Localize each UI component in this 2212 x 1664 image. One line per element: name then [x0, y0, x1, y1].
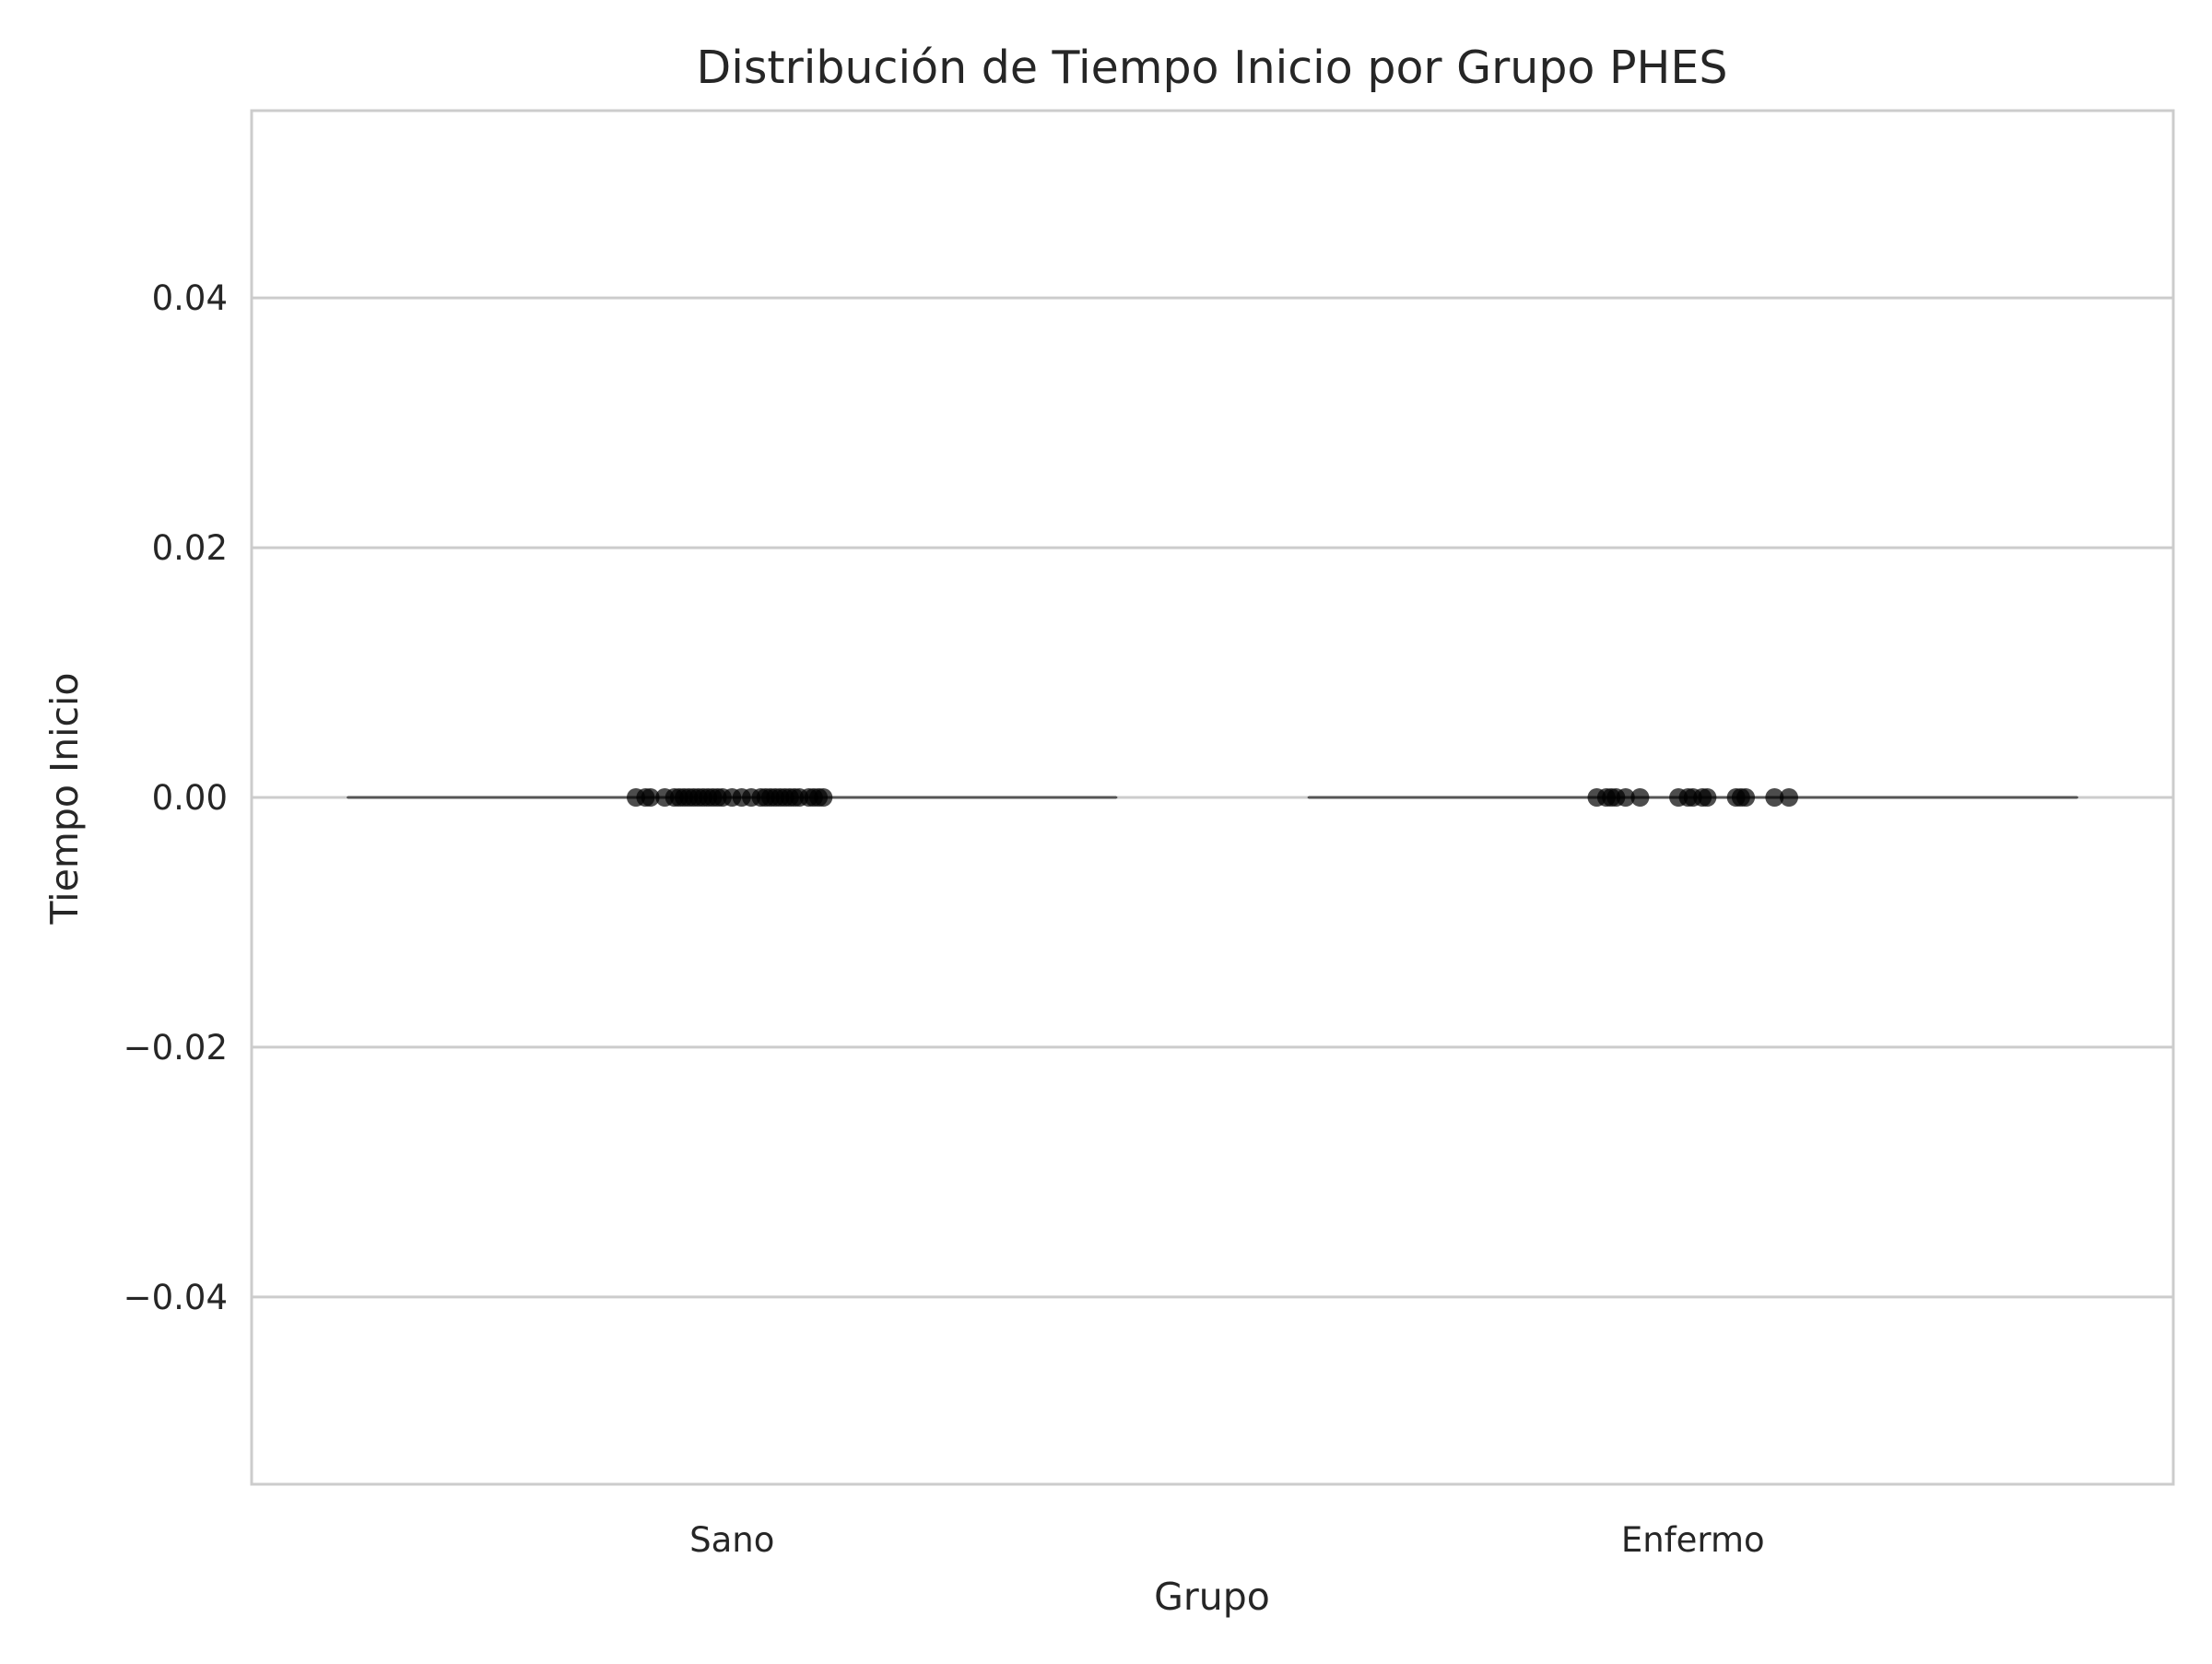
y-tick-label: −0.04 [124, 1278, 228, 1317]
y-axis-label: Tiempo Inicio [42, 673, 87, 926]
y-tick-label: 0.04 [152, 278, 228, 318]
data-point [1736, 788, 1755, 807]
x-axis-label: Grupo [1154, 1575, 1270, 1619]
x-tick-label: Enfermo [1621, 1520, 1765, 1560]
y-tick-label: 0.00 [152, 778, 228, 818]
x-tick-label: Sano [689, 1520, 774, 1560]
data-point [1698, 788, 1716, 807]
chart-title: Distribución de Tiempo Inicio por Grupo … [697, 41, 1728, 94]
y-tick-label: −0.02 [124, 1028, 228, 1068]
y-tick-label: 0.02 [152, 528, 228, 568]
data-point [1630, 788, 1649, 807]
data-point [814, 788, 832, 807]
data-point [1780, 788, 1798, 807]
